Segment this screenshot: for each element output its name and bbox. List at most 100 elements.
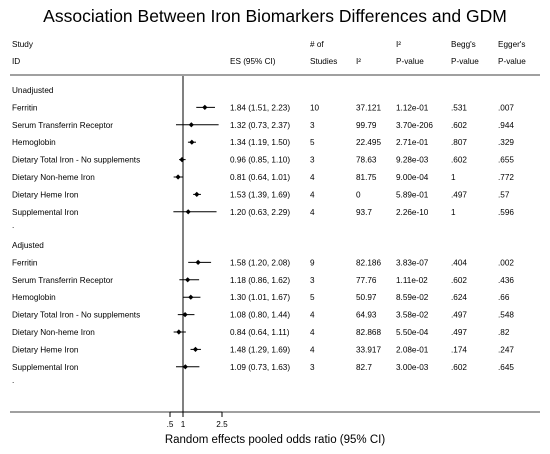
g0-row3-egger: .655 (498, 156, 514, 165)
g1-row4-i2: 82.868 (356, 328, 381, 337)
g1-row1-point-estimate (185, 277, 191, 283)
g0-row1-point-estimate (188, 122, 194, 128)
header-i2-top: I² (396, 40, 401, 49)
g1-row4-i2-pvalue: 5.50e-04 (396, 328, 429, 337)
g0-row0-begg: .531 (451, 103, 467, 112)
header-num-of: # of (310, 40, 324, 49)
x-tick-label-2: 2.5 (216, 420, 228, 429)
g0-row0-point-estimate (202, 104, 208, 110)
g0-row0-num-studies: 10 (310, 103, 320, 112)
g1-row1-es-text: 1.18 (0.86, 1.62) (230, 276, 290, 285)
g0-row6-point-estimate (185, 209, 191, 215)
g1-row3-point-estimate (182, 312, 188, 318)
g0-row2-point-estimate (189, 139, 195, 145)
g0-row2-i2-pvalue: 2.71e-01 (396, 138, 429, 147)
g0-row3-i2-pvalue: 9.28e-03 (396, 156, 429, 165)
g0-row3-i2: 78.63 (356, 156, 377, 165)
g1-row1-begg: .602 (451, 276, 467, 285)
g0-row0-i2-pvalue: 1.12e-01 (396, 103, 429, 112)
g0-row4-es-text: 0.81 (0.64, 1.01) (230, 173, 290, 182)
header-begg-pvalue: P-value (451, 57, 479, 66)
g0-row5-i2: 0 (356, 190, 361, 199)
g1-row3-name: Dietary Total Iron - No supplements (12, 311, 140, 320)
header-i2: I² (356, 57, 361, 66)
g0-row5-egger: .57 (498, 190, 510, 199)
header-studies: Studies (310, 57, 337, 66)
g0-row2-i2: 22.495 (356, 138, 381, 147)
g1-row3-i2: 64.93 (356, 311, 377, 320)
g1-row3-i2-pvalue: 3.58e-02 (396, 311, 429, 320)
g1-row5-begg: .174 (451, 345, 467, 354)
g1-row1-i2-pvalue: 1.11e-02 (396, 276, 428, 285)
group-label-unadjusted: Unadjusted (12, 86, 54, 95)
g1-row0-num-studies: 9 (310, 258, 315, 267)
g1-row4-num-studies: 4 (310, 328, 315, 337)
g0-row1-i2: 99.79 (356, 121, 377, 130)
g1-row2-point-estimate (188, 294, 194, 300)
header-study: Study (12, 40, 34, 49)
g0-row5-name: Dietary Heme Iron (12, 190, 79, 199)
x-tick-label-1: 1 (181, 420, 186, 429)
g1-row1-egger: .436 (498, 276, 514, 285)
g0-row2-begg: .807 (451, 138, 467, 147)
g0-row3-es-text: 0.96 (0.85, 1.10) (230, 156, 290, 165)
g1-row4-es-text: 0.84 (0.64, 1.11) (230, 328, 290, 337)
g0-row6-i2: 93.7 (356, 208, 372, 217)
g1-row5-es-text: 1.48 (1.29, 1.69) (230, 345, 290, 354)
g1-row6-name: Supplemental Iron (12, 363, 79, 372)
g0-row1-es-text: 1.32 (0.73, 2.37) (230, 121, 290, 130)
g0-row4-name: Dietary Non-heme Iron (12, 173, 95, 182)
g0-row6-begg: 1 (451, 208, 456, 217)
g0-row0-i2: 37.121 (356, 103, 381, 112)
g0-row4-num-studies: 4 (310, 173, 315, 182)
g1-row6-es-text: 1.09 (0.73, 1.63) (230, 363, 290, 372)
g0-row3-name: Dietary Total Iron - No supplements (12, 156, 140, 165)
g0-row1-begg: .602 (451, 121, 467, 130)
g1-row0-i2-pvalue: 3.83e-07 (396, 258, 429, 267)
header-es: ES (95% CI) (230, 57, 276, 66)
g0-row5-i2-pvalue: 5.89e-01 (396, 190, 429, 199)
g0-row4-egger: .772 (498, 173, 514, 182)
g0-row2-egger: .329 (498, 138, 514, 147)
header-id: ID (12, 57, 20, 66)
g1-row0-es-text: 1.58 (1.20, 2.08) (230, 258, 290, 267)
g0-row5-es-text: 1.53 (1.39, 1.69) (230, 190, 290, 199)
g1-row3-egger: .548 (498, 311, 514, 320)
header-egger-pvalue: P-value (498, 57, 526, 66)
g1-row5-num-studies: 4 (310, 345, 315, 354)
g1-row2-es-text: 1.30 (1.01, 1.67) (230, 293, 290, 302)
g0-row1-egger: .944 (498, 121, 514, 130)
g0-row2-num-studies: 5 (310, 138, 315, 147)
g0-row5-num-studies: 4 (310, 190, 315, 199)
g0-row6-i2-pvalue: 2.26e-10 (396, 208, 429, 217)
group-label-adjusted: Adjusted (12, 241, 44, 250)
g1-row2-begg: .624 (451, 293, 467, 302)
group-spacer-0: . (12, 221, 14, 230)
g1-row1-name: Serum Transferrin Receptor (12, 276, 113, 285)
header-begg: Begg's (451, 40, 476, 49)
g0-row0-name: Ferritin (12, 103, 38, 112)
g1-row3-num-studies: 4 (310, 311, 315, 320)
g1-row2-num-studies: 5 (310, 293, 315, 302)
g1-row6-i2-pvalue: 3.00e-03 (396, 363, 429, 372)
g0-row3-point-estimate (179, 157, 185, 163)
g0-row1-name: Serum Transferrin Receptor (12, 121, 113, 130)
g0-row4-i2-pvalue: 9.00e-04 (396, 173, 429, 182)
g0-row4-point-estimate (175, 174, 181, 180)
g1-row3-es-text: 1.08 (0.80, 1.44) (230, 311, 290, 320)
g0-row2-es-text: 1.34 (1.19, 1.50) (230, 138, 290, 147)
g0-row3-begg: .602 (451, 156, 467, 165)
g0-row5-begg: .497 (451, 190, 467, 199)
g1-row4-point-estimate (176, 329, 182, 335)
g1-row0-point-estimate (195, 259, 201, 265)
g1-row6-num-studies: 3 (310, 363, 315, 372)
g1-row4-egger: .82 (498, 328, 510, 337)
g1-row5-egger: .247 (498, 345, 514, 354)
g0-row0-es-text: 1.84 (1.51, 2.23) (230, 103, 290, 112)
g0-row6-num-studies: 4 (310, 208, 315, 217)
g0-row6-name: Supplemental Iron (12, 208, 79, 217)
g0-row5-point-estimate (194, 191, 200, 197)
g1-row2-egger: .66 (498, 293, 510, 302)
group-spacer-1: . (12, 376, 14, 385)
g1-row1-i2: 77.76 (356, 276, 377, 285)
